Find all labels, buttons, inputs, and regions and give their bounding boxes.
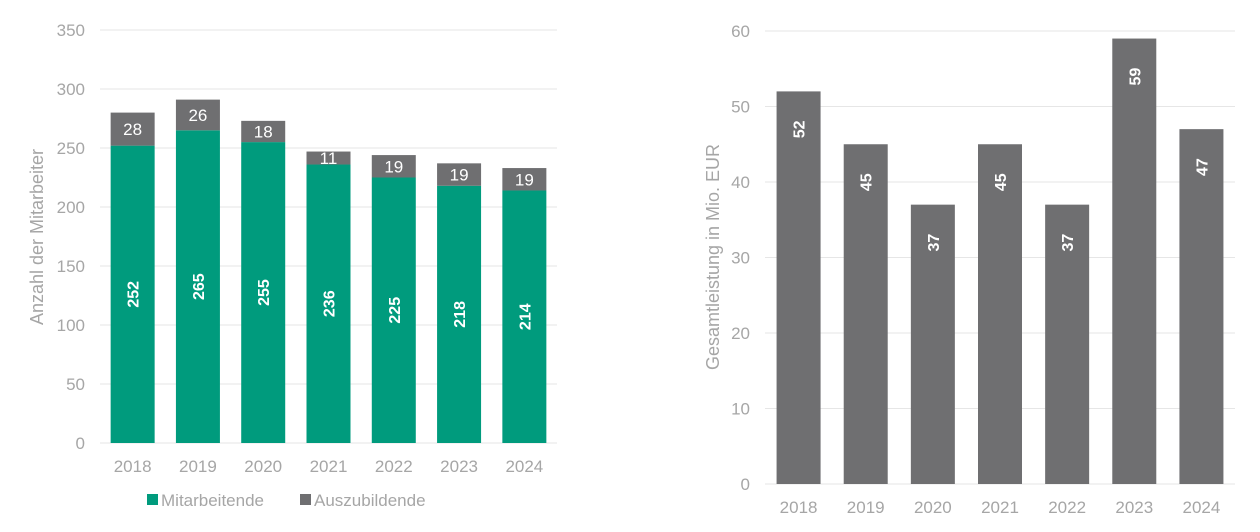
legend-swatch-mitarbeitende xyxy=(147,494,158,505)
data-label-auszubildende: 19 xyxy=(515,170,534,189)
bar-mitarbeitende xyxy=(110,145,155,443)
right-y-tick-labels: 0 10 20 30 40 50 60 xyxy=(731,22,750,494)
right-x-tick-label: 2024 xyxy=(1183,498,1221,517)
bar-mitarbeitende xyxy=(241,142,286,443)
bar-auszubildende xyxy=(241,120,286,143)
left-legend: Mitarbeitende Auszubildende xyxy=(147,491,426,510)
right-y-tick-label: 20 xyxy=(731,324,750,343)
data-label-auszubildende: 11 xyxy=(320,149,338,168)
employees-stacked-bar-chart: 0 50 100 150 200 250 300 350 Anzahl der Mitarbe… xyxy=(27,21,557,510)
bar-mitarbeitende xyxy=(371,177,416,443)
left-x-tick-label: 2022 xyxy=(375,457,413,476)
bar-gesamtleistung xyxy=(910,204,955,484)
data-label-mitarbeitende: 218 xyxy=(452,301,469,328)
right-x-tick-label: 2022 xyxy=(1048,498,1086,517)
bar-gesamtleistung xyxy=(1179,129,1224,484)
bar-gesamtleistung xyxy=(776,91,821,485)
left-y-tick-label: 350 xyxy=(57,21,85,40)
left-y-tick-label: 200 xyxy=(57,198,85,217)
data-label-gesamtleistung: 45 xyxy=(993,173,1010,191)
data-label-gesamtleistung: 37 xyxy=(1060,234,1077,252)
left-y-tick-label: 50 xyxy=(66,375,85,394)
legend-swatch-auszubildende xyxy=(300,494,311,505)
left-x-tick-label: 2020 xyxy=(244,457,282,476)
bar-auszubildende xyxy=(502,168,547,191)
left-y-tick-label: 250 xyxy=(57,139,85,158)
right-x-tick-label: 2018 xyxy=(780,498,818,517)
data-label-mitarbeitende: 225 xyxy=(387,297,404,324)
right-y-tick-label: 30 xyxy=(731,249,750,268)
left-y-tick-labels: 0 50 100 150 200 250 300 350 xyxy=(57,21,85,453)
left-y-tick-label: 150 xyxy=(57,257,85,276)
bar-mitarbeitende xyxy=(502,190,547,443)
bar-mitarbeitende xyxy=(437,185,482,443)
bar-auszubildende xyxy=(371,155,416,178)
bar-mitarbeitende xyxy=(175,130,220,444)
right-x-tick-label: 2023 xyxy=(1115,498,1153,517)
right-y-tick-label: 10 xyxy=(731,400,750,419)
data-label-gesamtleistung: 45 xyxy=(859,173,876,191)
bar-auszubildende xyxy=(175,99,220,131)
bar-auszubildende xyxy=(306,151,351,165)
left-x-tick-label: 2024 xyxy=(505,457,543,476)
left-x-tick-label: 2023 xyxy=(440,457,478,476)
right-x-tick-label: 2020 xyxy=(914,498,952,517)
left-y-tick-label: 100 xyxy=(57,316,85,335)
bar-mitarbeitende xyxy=(306,164,351,443)
data-label-gesamtleistung: 52 xyxy=(792,120,809,138)
right-y-tick-label: 0 xyxy=(741,475,750,494)
right-x-tick-label: 2021 xyxy=(981,498,1019,517)
data-label-mitarbeitende: 252 xyxy=(126,281,143,308)
bar-gesamtleistung xyxy=(978,144,1022,484)
data-label-mitarbeitende: 236 xyxy=(322,290,339,317)
data-label-auszubildende: 19 xyxy=(384,157,403,176)
left-x-tick-labels: 2018 2019 2020 2021 2022 2023 2024 xyxy=(114,457,544,476)
right-y-axis-title: Gesamtleistung in Mio. EUR xyxy=(703,144,723,370)
bar-gesamtleistung xyxy=(1045,204,1090,484)
left-bars: 252 28 265 26 255 18 236 11 225 19 218 19 214 19 xyxy=(110,99,547,444)
data-label-gesamtleistung: 47 xyxy=(1194,158,1211,176)
bar-gesamtleistung xyxy=(843,144,888,484)
data-label-gesamtleistung: 37 xyxy=(926,234,943,252)
revenue-bar-chart: 0 10 20 30 40 50 60 Gesamtleistung in Mio. EUR… xyxy=(703,22,1235,517)
data-label-auszubildende: 26 xyxy=(188,106,207,125)
right-y-tick-label: 60 xyxy=(731,22,750,41)
right-y-tick-label: 50 xyxy=(731,98,750,117)
data-label-mitarbeitende: 265 xyxy=(191,273,208,300)
right-x-tick-labels: 2018 2019 2020 2021 2022 2023 2024 xyxy=(780,498,1221,517)
right-bars: 52 45 37 45 37 59 47 xyxy=(776,38,1224,485)
bar-auszubildende xyxy=(110,112,155,146)
left-y-axis-title: Anzahl der Mitarbeiter xyxy=(27,149,47,325)
left-x-tick-label: 2018 xyxy=(114,457,152,476)
right-x-tick-label: 2019 xyxy=(847,498,885,517)
right-y-tick-label: 40 xyxy=(731,173,750,192)
left-y-tick-label: 0 xyxy=(76,434,85,453)
legend-label-mitarbeitende: Mitarbeitende xyxy=(161,491,264,510)
data-label-auszubildende: 19 xyxy=(450,166,469,185)
data-label-mitarbeitende: 255 xyxy=(256,279,273,306)
bar-auszubildende xyxy=(437,163,482,186)
bar-gesamtleistung xyxy=(1112,38,1157,485)
data-label-gesamtleistung: 59 xyxy=(1127,68,1144,86)
data-label-mitarbeitende: 214 xyxy=(517,303,534,330)
data-label-auszubildende: 28 xyxy=(123,120,142,139)
left-x-tick-label: 2019 xyxy=(179,457,217,476)
data-label-auszubildende: 18 xyxy=(254,122,273,141)
left-y-tick-label: 300 xyxy=(57,80,85,99)
left-x-tick-label: 2021 xyxy=(310,457,348,476)
legend-label-auszubildende: Auszubildende xyxy=(314,491,426,510)
